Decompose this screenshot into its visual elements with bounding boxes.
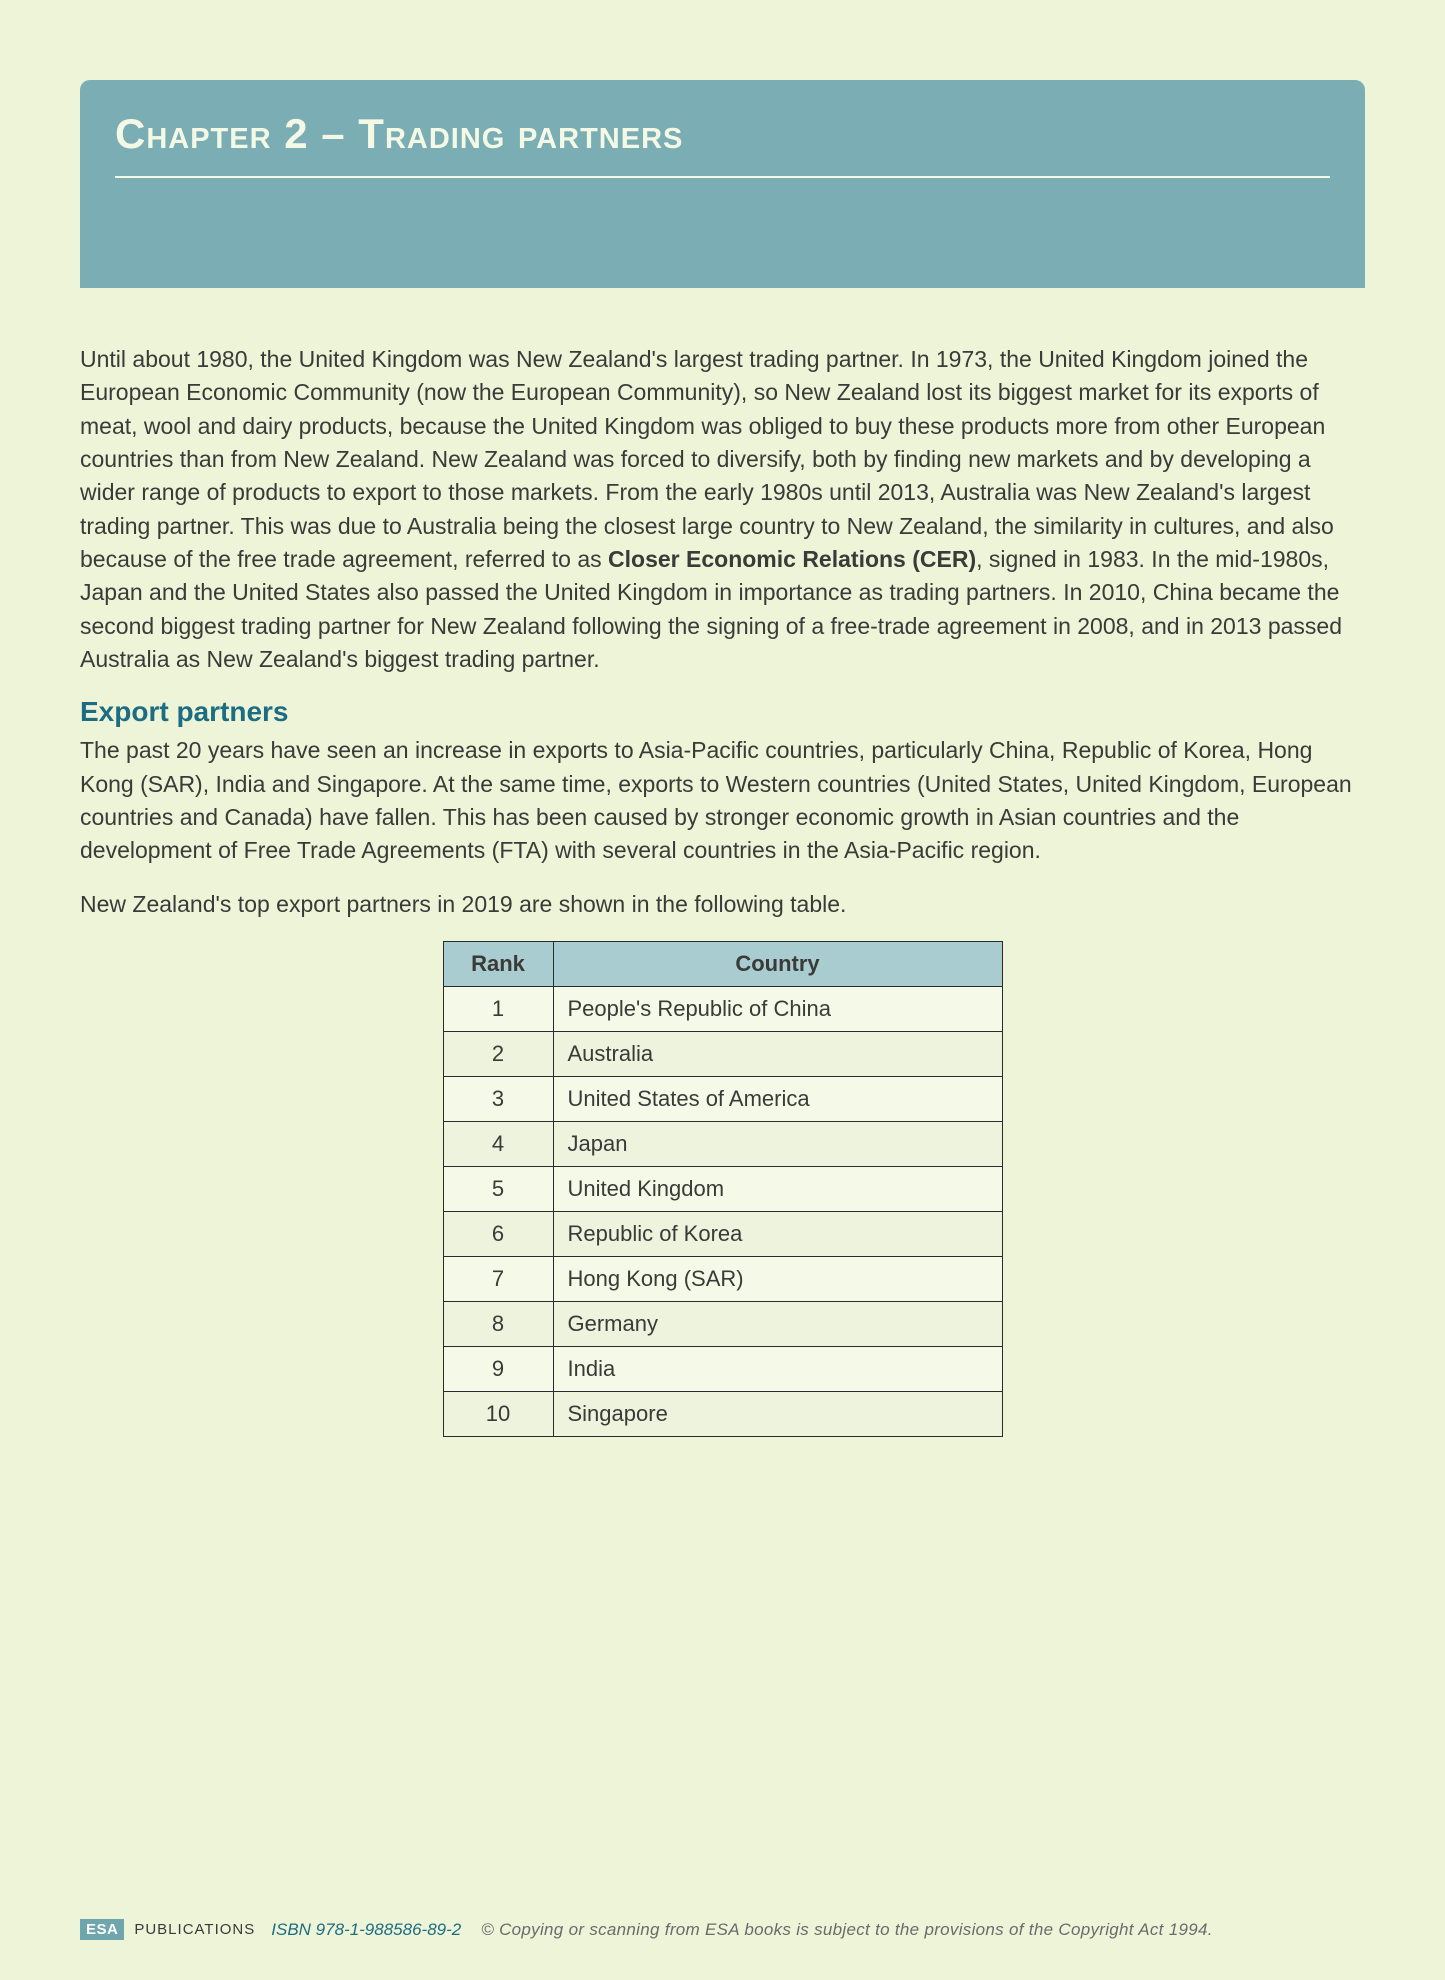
- cell-country: Republic of Korea: [553, 1212, 1002, 1257]
- intro-bold-term: Closer Economic Relations (CER): [608, 546, 976, 572]
- cell-country: India: [553, 1347, 1002, 1392]
- cell-rank: 6: [443, 1212, 553, 1257]
- cell-country: Singapore: [553, 1392, 1002, 1437]
- cell-rank: 8: [443, 1302, 553, 1347]
- cell-country: United Kingdom: [553, 1167, 1002, 1212]
- table-row: 3United States of America: [443, 1077, 1002, 1122]
- cell-country: United States of America: [553, 1077, 1002, 1122]
- table-row: 5United Kingdom: [443, 1167, 1002, 1212]
- table-row: 1People's Republic of China: [443, 987, 1002, 1032]
- cell-country: Japan: [553, 1122, 1002, 1167]
- cell-rank: 5: [443, 1167, 553, 1212]
- cell-country: Germany: [553, 1302, 1002, 1347]
- intro-paragraph: Until about 1980, the United Kingdom was…: [80, 343, 1365, 676]
- table-row: 2Australia: [443, 1032, 1002, 1077]
- cell-rank: 7: [443, 1257, 553, 1302]
- cell-rank: 9: [443, 1347, 553, 1392]
- copyright-text: © Copying or scanning from ESA books is …: [481, 1920, 1213, 1940]
- cell-rank: 3: [443, 1077, 553, 1122]
- cell-country: People's Republic of China: [553, 987, 1002, 1032]
- export-partners-table: Rank Country 1People's Republic of China…: [443, 941, 1003, 1437]
- col-header-rank: Rank: [443, 942, 553, 987]
- table-row: 10Singapore: [443, 1392, 1002, 1437]
- table-row: 6Republic of Korea: [443, 1212, 1002, 1257]
- chapter-banner: Chapter 2 – Trading partners: [80, 80, 1365, 288]
- section-heading-export-partners: Export partners: [80, 696, 1365, 728]
- cell-country: Hong Kong (SAR): [553, 1257, 1002, 1302]
- intro-text-1: Until about 1980, the United Kingdom was…: [80, 346, 1334, 572]
- table-row: 9India: [443, 1347, 1002, 1392]
- export-paragraph-1: The past 20 years have seen an increase …: [80, 734, 1365, 867]
- isbn-text: ISBN 978-1-988586-89-2: [271, 1920, 461, 1940]
- chapter-title: Chapter 2 – Trading partners: [115, 110, 1330, 178]
- page-footer: ESA PUBLICATIONS ISBN 978-1-988586-89-2 …: [80, 1919, 1365, 1940]
- table-row: 8Germany: [443, 1302, 1002, 1347]
- col-header-country: Country: [553, 942, 1002, 987]
- table-row: 4Japan: [443, 1122, 1002, 1167]
- export-paragraph-2: New Zealand's top export partners in 201…: [80, 888, 1365, 921]
- cell-rank: 10: [443, 1392, 553, 1437]
- cell-rank: 4: [443, 1122, 553, 1167]
- table-header-row: Rank Country: [443, 942, 1002, 987]
- esa-badge: ESA: [80, 1919, 124, 1940]
- table-row: 7Hong Kong (SAR): [443, 1257, 1002, 1302]
- cell-country: Australia: [553, 1032, 1002, 1077]
- publications-label: PUBLICATIONS: [134, 1921, 255, 1938]
- cell-rank: 2: [443, 1032, 553, 1077]
- cell-rank: 1: [443, 987, 553, 1032]
